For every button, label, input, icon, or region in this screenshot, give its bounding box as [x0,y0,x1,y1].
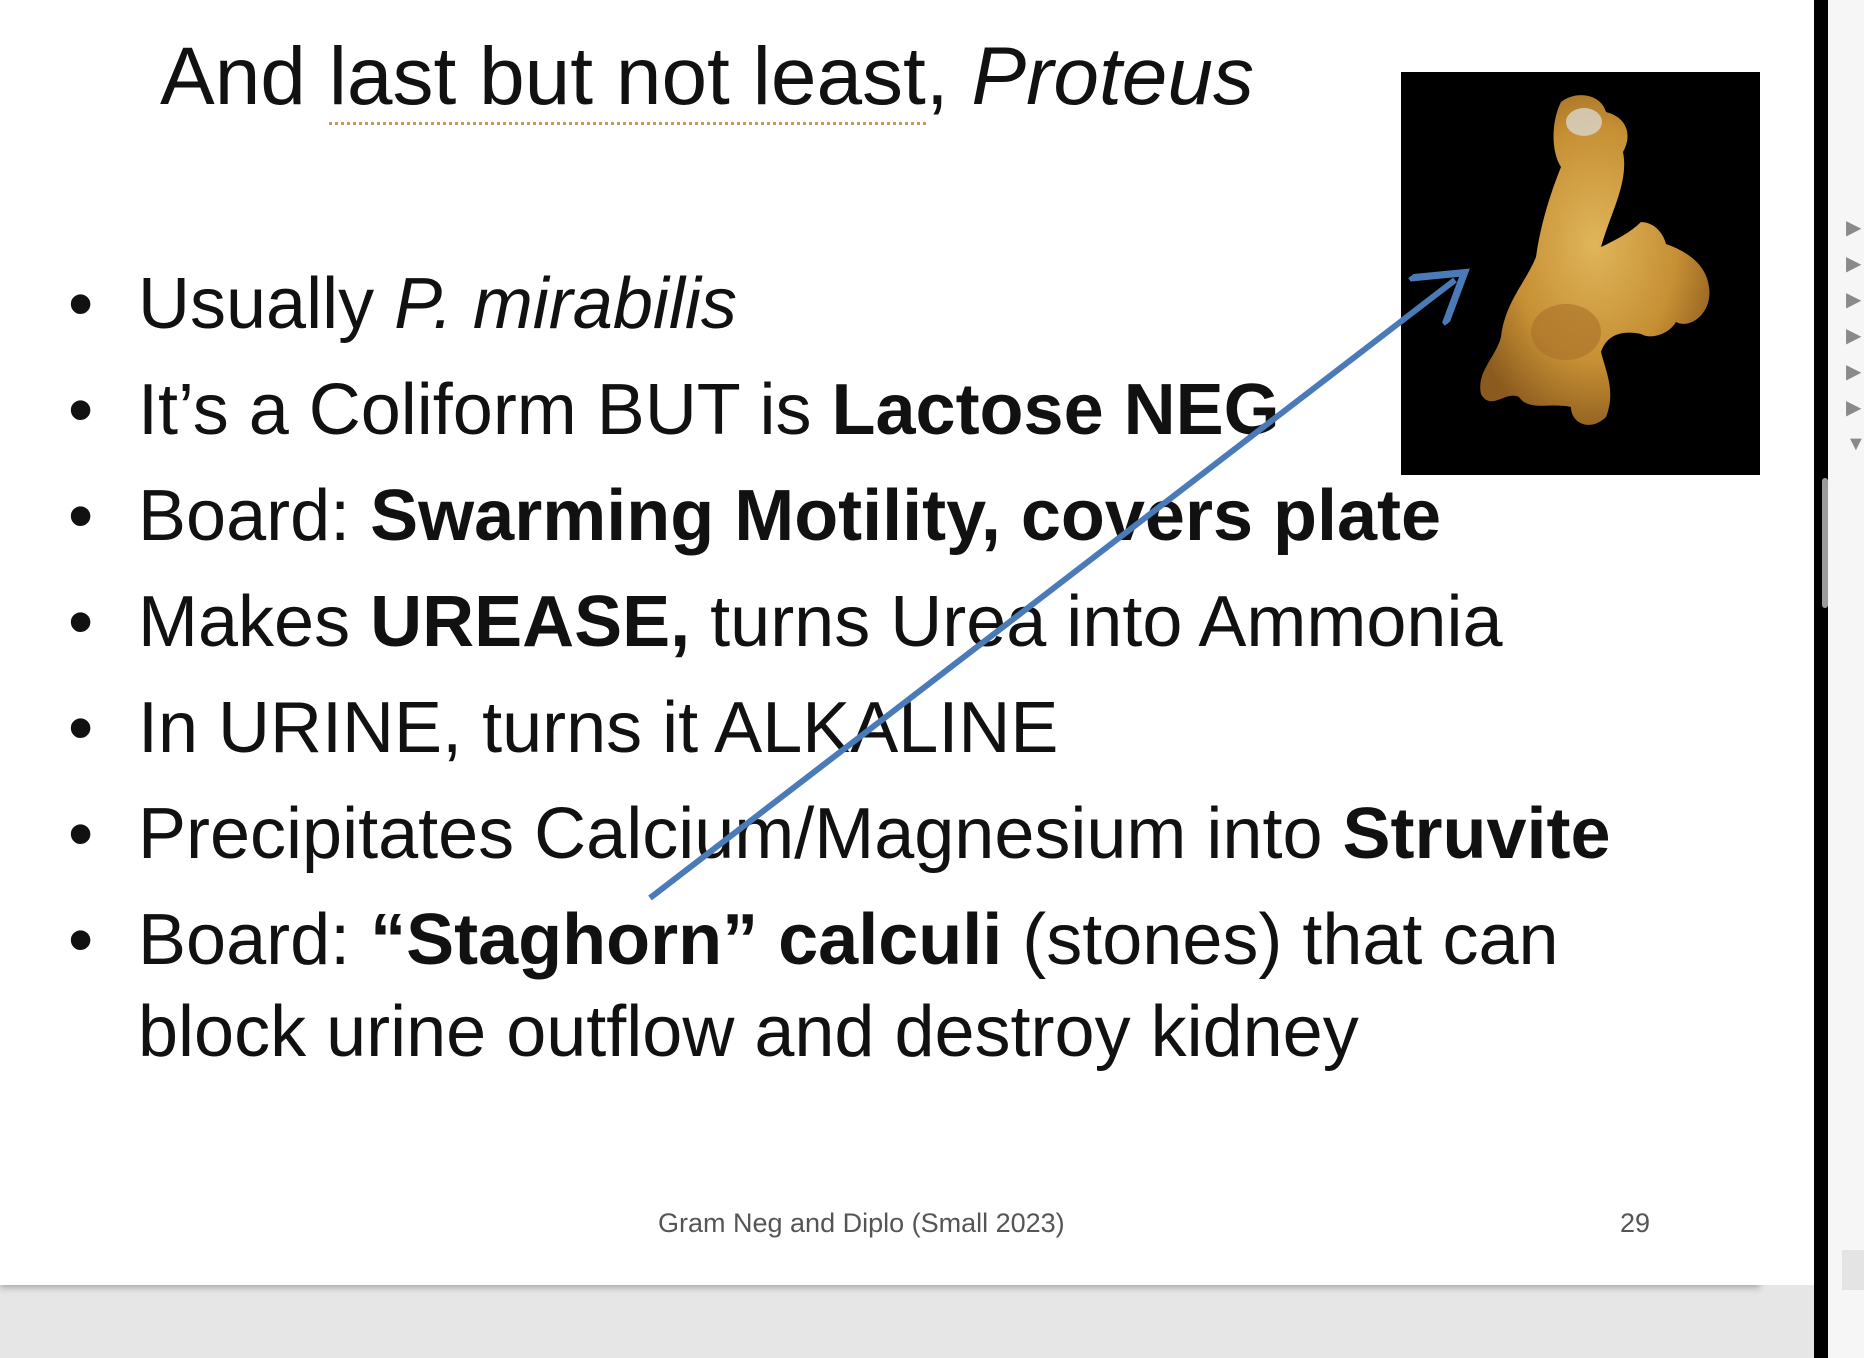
slide-title: And last but not least, Proteus [160,31,1254,125]
bullet-text: Lactose NEG [831,370,1280,450]
slide-footer: Gram Neg and Diplo (Small 2023) [658,1208,1065,1238]
bullet-text: turns Urea into Ammonia [690,582,1503,662]
bullet-text: “Staghorn” calculi [370,900,1003,980]
disclosure-collapsed-icon[interactable]: ▶ [1846,397,1862,419]
disclosure-expanded-icon[interactable]: ▼ [1846,433,1864,455]
disclosure-collapsed-icon[interactable]: ▶ [1846,289,1862,311]
bullet-text: Usually [138,264,395,344]
title-underlined-text: last but not least [328,31,926,125]
bullet-item: • Board: “Staghorn” calculi (stones) that… [68,894,1638,1078]
disclosure-collapsed-icon[interactable]: ▶ [1846,253,1862,275]
disclosure-collapsed-icon[interactable]: ▶ [1846,217,1862,239]
adjacent-panel-block [1842,1250,1864,1290]
bullet-glyph: • [68,794,94,874]
bullet-item: • Makes UREASE, turns Urea into Ammonia [68,576,1638,668]
slide-canvas: And last but not least, Proteus • Usually… [0,0,1760,1285]
outline-disclosure-list: ▶ ▶ ▶ ▶ ▶ ▶ ▼ [1846,210,1864,462]
bullet-text: In URINE, turns it ALKALINE [138,688,1059,768]
bullet-glyph: • [68,688,94,768]
bullet-item: • In URINE, turns it ALKALINE [68,682,1638,774]
disclosure-collapsed-icon[interactable]: ▶ [1846,325,1862,347]
adjacent-panel [1828,0,1864,1358]
slide-page-number: 29 [1620,1208,1651,1238]
title-comma: , [925,31,972,122]
title-italic: Proteus [971,31,1255,122]
bullet-text: Makes [138,582,371,662]
bullet-item: • Board: Swarming Motility, covers plate [68,470,1638,562]
bullet-text: Precipitates Calcium/Magnesium into [138,794,1343,874]
bullet-text: UREASE, [370,582,691,662]
bullet-text: Struvite [1342,794,1611,874]
bullet-glyph: • [68,582,94,662]
bullet-glyph: • [68,476,94,556]
title-plain: And [160,31,329,122]
side-panel [1760,0,1814,1285]
bullet-glyph: • [68,264,94,344]
disclosure-collapsed-icon[interactable]: ▶ [1846,361,1862,383]
scrollbar-thumb[interactable] [1822,478,1828,608]
bullet-text: It’s a Coliform BUT is [138,370,832,450]
bullet-text: Board: [138,476,371,556]
staghorn-stone-illustration [1480,95,1710,425]
bullet-text: Board: [138,900,371,980]
bullet-glyph: • [68,900,94,980]
window-divider [1814,0,1828,1358]
bullet-item: • Precipitates Calcium/Magnesium into Str… [68,788,1638,880]
bullet-text: (stones) that can block urine outflow an… [138,900,1559,1072]
bullet-text: Swarming Motility, covers plate [370,476,1442,556]
staghorn-calculus-photo [1401,72,1760,475]
bullet-glyph: • [68,370,94,450]
bullet-text: P. mirabilis [394,264,737,344]
